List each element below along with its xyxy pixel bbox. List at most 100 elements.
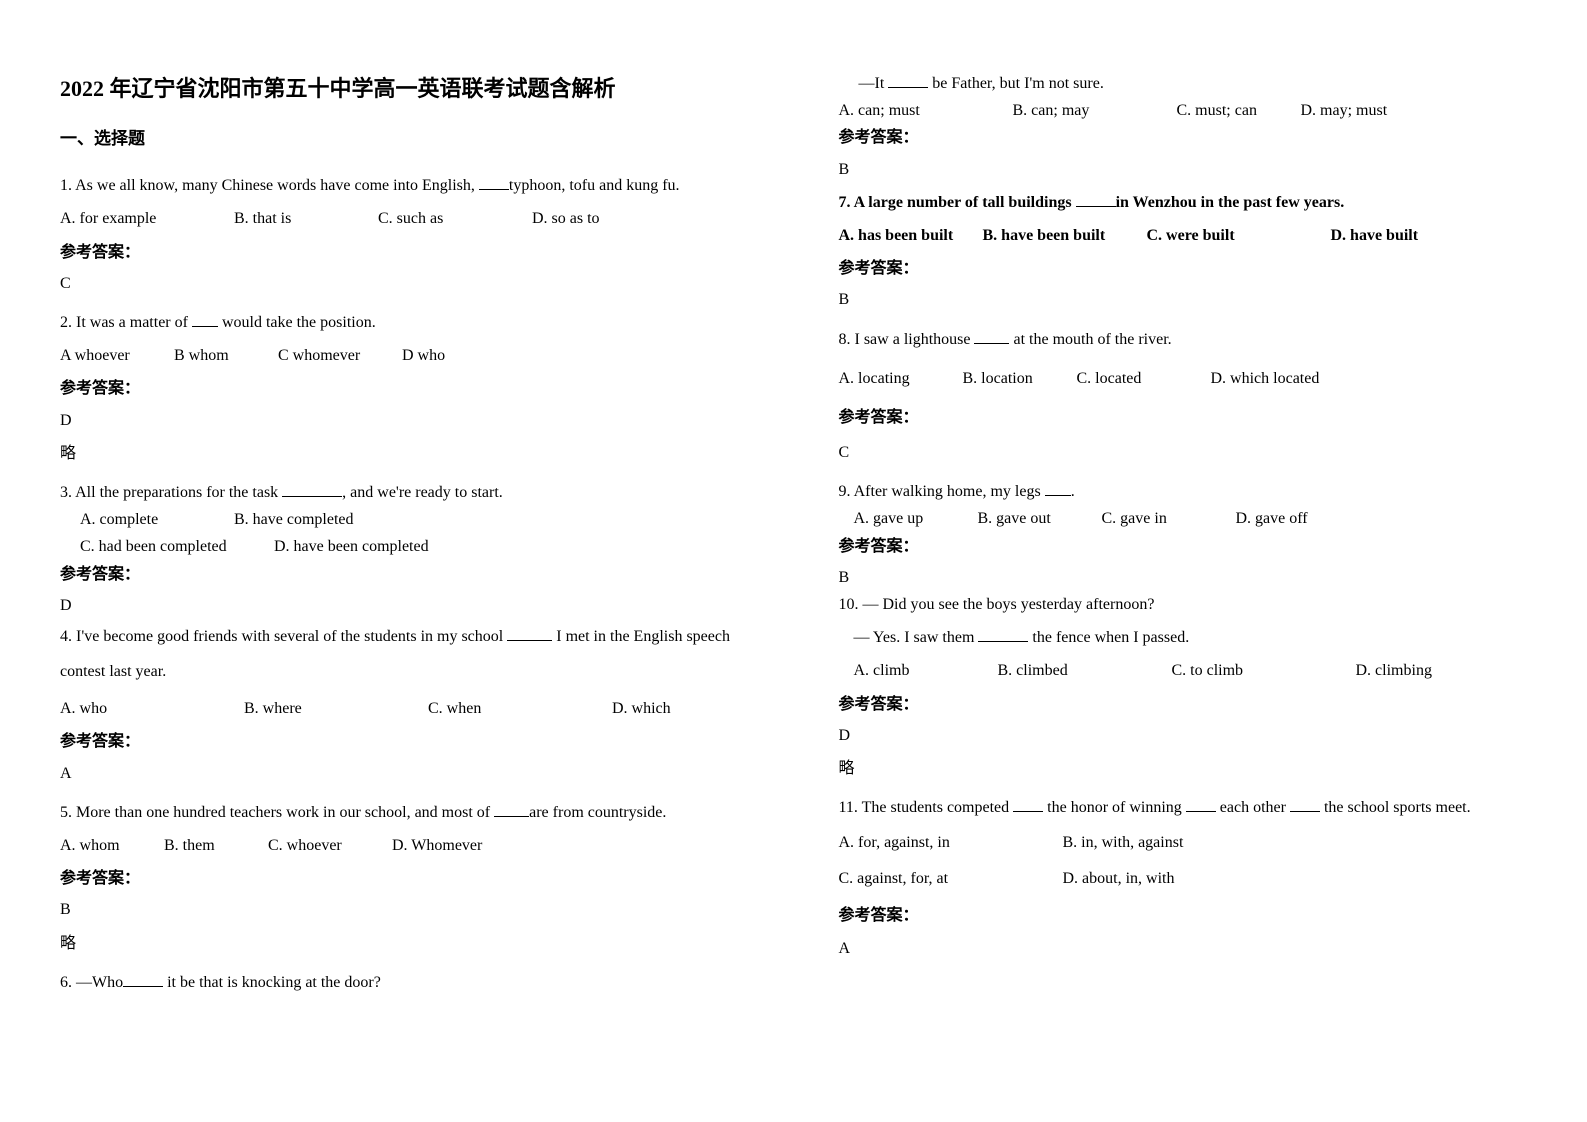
q2-text: 2. It was a matter of would take the pos… [60,309,749,336]
q11-text: 11. The students competed the honor of w… [839,794,1528,821]
blank-icon [507,625,552,641]
q8-options: A. locating B. location C. located D. wh… [839,365,1528,392]
q9-text: 9. After walking home, my legs . [839,478,1528,505]
q9-optC: C. gave in [1102,505,1232,532]
q2-text-b: would take the position. [218,314,376,331]
q2-optD: D who [402,342,445,369]
q8-optC: C. located [1077,365,1207,392]
q4-optD: D. which [612,695,671,722]
q3-answer-label: 参考答案： [60,561,749,588]
q6-optD: D. may; must [1301,97,1388,124]
q1-optA: A. for example [60,205,230,232]
q10-line2-a: — Yes. I saw them [854,629,979,646]
q7-answer-label: 参考答案： [839,255,1528,282]
q3-optD: D. have been completed [274,533,429,560]
q11-optD: D. about, in, with [1063,865,1175,892]
q1-text-b: typhoon, tofu and kung fu. [509,177,680,194]
q9-answer: B [839,564,1528,591]
q4-answer-label: 参考答案： [60,728,749,755]
q6-options: A. can; must B. can; may C. must; can D.… [839,97,1528,124]
q11-text-d: the school sports meet. [1320,799,1471,816]
section-heading: 一、选择题 [60,125,749,154]
blank-icon [479,174,509,190]
q10-options: A. climb B. climbed C. to climb D. climb… [854,657,1528,684]
q3-text: 3. All the preparations for the task , a… [60,479,749,506]
q1-text-a: 1. As we all know, many Chinese words ha… [60,177,479,194]
q7-optC: C. were built [1147,222,1327,249]
q11-optC: C. against, for, at [839,865,1059,892]
q4-text: 4. I've become good friends with several… [60,619,749,689]
q7-optA: A. has been built [839,222,979,249]
q2-optC: C whomever [278,342,398,369]
q10-line2: — Yes. I saw them the fence when I passe… [854,624,1528,651]
q2-optB: B whom [174,342,274,369]
q11-answer: A [839,935,1528,962]
blank-icon [282,481,342,497]
q5-optD: D. Whomever [392,832,482,859]
page-title: 2022 年辽宁省沈阳市第五十中学高一英语联考试题含解析 [60,70,749,107]
q10-optC: C. to climb [1172,657,1352,684]
q7-optB: B. have been built [983,222,1143,249]
page: 2022 年辽宁省沈阳市第五十中学高一英语联考试题含解析 一、选择题 1. As… [0,0,1587,1122]
q9-optD: D. gave off [1236,505,1308,532]
q2-answer-label: 参考答案： [60,375,749,402]
q3-options-row1: A. complete B. have completed [80,506,749,533]
q6-optA: A. can; must [839,97,1009,124]
q5-answer: B [60,896,749,923]
blank-icon [1186,796,1216,812]
q1-optB: B. that is [234,205,374,232]
q11-text-b: the honor of winning [1043,799,1186,816]
q4-text-a: 4. I've become good friends with several… [60,628,507,645]
q6-optB: B. can; may [1013,97,1173,124]
blank-icon [1076,191,1116,207]
q2-omit: 略 [60,440,749,467]
q4-optB: B. where [244,695,424,722]
q5-text-b: are from countryside. [529,804,666,821]
q5-options: A. whom B. them C. whoever D. Whomever [60,832,749,859]
q2-options: A whoever B whom C whomever D who [60,342,749,369]
q6-line1: 6. —Who it be that is knocking at the do… [60,969,749,996]
q11-answer-label: 参考答案： [839,902,1528,929]
q3-optC: C. had been completed [80,533,270,560]
q5-optC: C. whoever [268,832,388,859]
q3-text-a: 3. All the preparations for the task [60,484,282,501]
q3-optA: A. complete [80,506,230,533]
q10-line2-b: the fence when I passed. [1028,629,1189,646]
q9-optB: B. gave out [978,505,1098,532]
q8-text-b: at the mouth of the river. [1009,331,1171,348]
q8-text: 8. I saw a lighthouse at the mouth of th… [839,326,1528,353]
q7-text-b: in Wenzhou in the past few years. [1116,194,1345,211]
q4-optC: C. when [428,695,608,722]
q9-optA: A. gave up [854,505,974,532]
q8-optB: B. location [963,365,1073,392]
q9-text-a: 9. After walking home, my legs [839,483,1045,500]
q7-text: 7. A large number of tall buildings in W… [839,189,1528,216]
q10-answer-label: 参考答案： [839,691,1528,718]
q5-omit: 略 [60,930,749,957]
q11-text-c: each other [1216,799,1290,816]
q11-options-row1: A. for, against, in B. in, with, against [839,829,1528,856]
q5-text: 5. More than one hundred teachers work i… [60,799,749,826]
q8-text-a: 8. I saw a lighthouse [839,331,975,348]
q1-optD: D. so as to [532,205,600,232]
q6-line2-a: —It [859,75,889,92]
q6-answer: B [839,156,1528,183]
q4-optA: A. who [60,695,240,722]
blank-icon [192,311,218,327]
q6-line1-a: 6. —Who [60,974,123,991]
q5-text-a: 5. More than one hundred teachers work i… [60,804,494,821]
blank-icon [1290,796,1320,812]
q2-text-a: 2. It was a matter of [60,314,192,331]
q2-optA: A whoever [60,342,170,369]
q5-answer-label: 参考答案： [60,865,749,892]
blank-icon [1045,480,1071,496]
q10-optB: B. climbed [998,657,1168,684]
q7-options: A. has been built B. have been built C. … [839,222,1528,249]
q1-optC: C. such as [378,205,528,232]
q1-text: 1. As we all know, many Chinese words ha… [60,172,749,199]
blank-icon [1013,796,1043,812]
column-right: —It be Father, but I'm not sure. A. can;… [794,0,1587,1122]
blank-icon [494,801,529,817]
q10-line1: 10. — Did you see the boys yesterday aft… [839,591,1528,618]
q9-text-b: . [1071,483,1075,500]
